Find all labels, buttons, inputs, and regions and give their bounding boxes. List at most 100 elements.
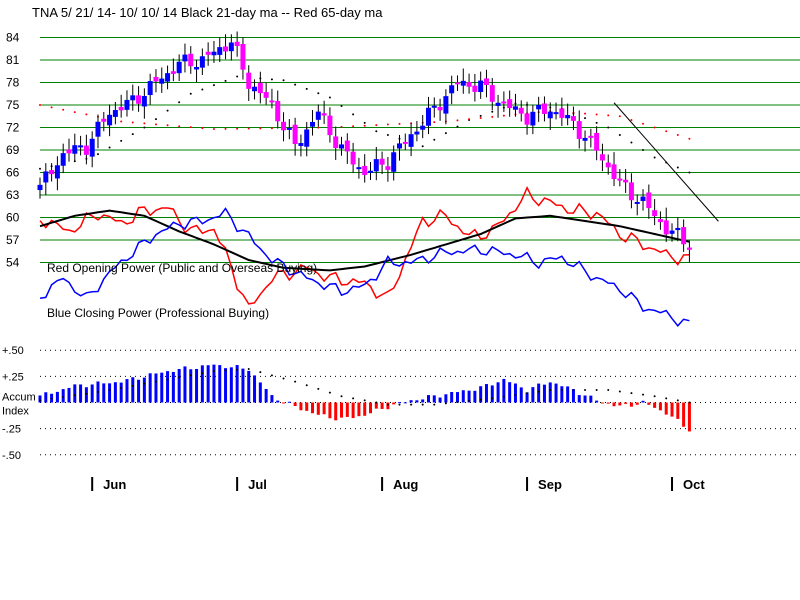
- candle-down: [524, 113, 530, 125]
- accum-bar: [369, 402, 373, 414]
- candle-up: [565, 115, 571, 119]
- ma65-dot: [386, 123, 389, 126]
- accum-bar: [548, 382, 552, 403]
- accum-ma-dot: [189, 374, 192, 377]
- candle-up: [640, 196, 646, 202]
- ma21-dot: [328, 96, 331, 99]
- candle-down: [292, 124, 298, 145]
- ma21-dot: [270, 78, 273, 81]
- candle-up: [391, 152, 397, 172]
- accum-bar: [595, 400, 599, 403]
- accum-bar: [299, 402, 303, 411]
- ma21-dot: [433, 138, 436, 141]
- accum-bar: [212, 364, 216, 403]
- red-opening-power-label: Red Opening Power (Public and Overseas B…: [47, 261, 317, 275]
- accum-bar: [438, 397, 442, 403]
- accum-bar: [258, 382, 262, 403]
- accum-bar: [653, 402, 657, 408]
- accum-bar: [235, 365, 239, 403]
- accum-ma-dot: [305, 384, 308, 387]
- accum-bar: [496, 382, 500, 403]
- ma65-dot: [340, 125, 343, 128]
- candle-up: [124, 99, 130, 110]
- accum-bar: [432, 395, 436, 403]
- accum-tick-label: -.25: [2, 424, 21, 436]
- accum-ma-dot: [39, 399, 41, 402]
- accum-ma-dot: [630, 392, 633, 395]
- ma21-dot: [607, 126, 610, 129]
- chart-title: TNA 5/ 21/ 14- 10/ 10/ 14 Black 21-day m…: [32, 5, 383, 20]
- ma65-dot: [479, 117, 482, 119]
- accum-bar: [340, 402, 344, 418]
- candle-up: [408, 134, 414, 147]
- accum-bar: [571, 389, 575, 403]
- ma65-dot: [259, 127, 262, 130]
- candle-up: [165, 73, 171, 82]
- accum-bar: [108, 383, 112, 403]
- accum-bar: [444, 394, 448, 403]
- accum-bar: [374, 402, 378, 409]
- accum-ma-dot: [328, 391, 331, 394]
- ma21-dot: [73, 160, 76, 163]
- ma65-dot: [653, 126, 656, 129]
- candle-up: [194, 67, 200, 70]
- candle-down: [559, 108, 565, 118]
- accum-bar: [566, 386, 570, 403]
- accum-bar: [682, 402, 686, 427]
- accum-ma-dot: [178, 376, 181, 379]
- price-tick-label: 60: [6, 211, 20, 225]
- price-tick-label: 63: [6, 188, 20, 202]
- ma65-dot: [50, 106, 53, 109]
- accum-ma-dot: [352, 397, 355, 400]
- accum-bar: [322, 402, 326, 415]
- ma21-dot: [375, 130, 378, 133]
- candle-up: [159, 78, 165, 84]
- accum-ma-dot: [618, 390, 621, 393]
- candle-down: [454, 82, 460, 85]
- price-tick-label: 57: [6, 233, 20, 247]
- price-tick-label: 54: [6, 256, 20, 270]
- accum-bar: [392, 402, 396, 405]
- accum-bar: [421, 399, 425, 403]
- price-tick-label: 75: [6, 98, 20, 112]
- candle-up: [107, 114, 113, 126]
- candle-up: [304, 129, 310, 147]
- candle-down: [269, 100, 275, 103]
- accum-bar: [658, 402, 662, 411]
- ma21-dot: [166, 109, 169, 112]
- ma21-dot: [305, 87, 308, 90]
- ma65-dot: [62, 108, 65, 111]
- ma21-dot: [421, 145, 424, 148]
- accum-bar: [542, 384, 546, 403]
- accum-ma-dot: [444, 402, 447, 405]
- candle-up: [356, 167, 362, 170]
- ma65-dot: [688, 137, 691, 140]
- accum-bar: [357, 402, 361, 417]
- accum-ma-dot: [96, 391, 99, 394]
- accum-bar: [171, 371, 175, 403]
- candle-down: [344, 140, 350, 152]
- candle-up: [339, 144, 345, 149]
- accum-tick-label: +.25: [2, 371, 24, 383]
- accum-bar: [386, 402, 390, 410]
- ma21-dot: [352, 113, 355, 116]
- candle-up: [582, 137, 588, 141]
- candle-down: [379, 158, 385, 165]
- accum-bar: [490, 385, 494, 403]
- candle-up: [512, 106, 518, 110]
- accum-bar: [606, 402, 610, 404]
- accum-bar: [166, 371, 170, 403]
- candle-down: [321, 113, 327, 116]
- accum-ma-dot: [282, 377, 285, 380]
- candle-up: [43, 171, 49, 183]
- ma65-dot: [73, 111, 76, 114]
- candle-up: [373, 159, 379, 172]
- accum-bar: [102, 383, 106, 403]
- candle-down: [402, 141, 408, 144]
- candle-down: [333, 136, 339, 149]
- ma21-dot: [676, 166, 679, 169]
- candle-up: [112, 110, 118, 117]
- accum-bar: [502, 378, 506, 403]
- accum-ma-dot: [131, 384, 134, 387]
